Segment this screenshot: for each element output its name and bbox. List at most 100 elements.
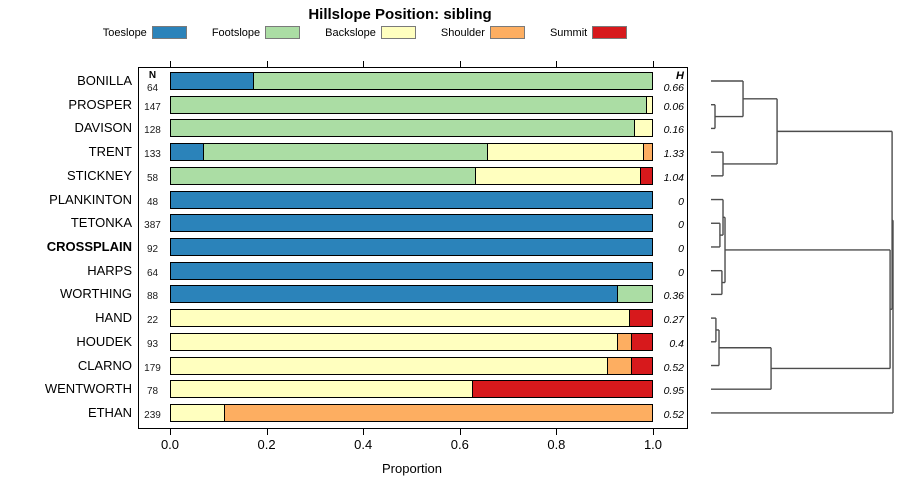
stacked-bar — [170, 380, 653, 399]
n-value: 88 — [146, 291, 159, 303]
axis-tick-label: 0.0 — [160, 437, 180, 452]
legend-item-toeslope: Toeslope — [103, 26, 187, 39]
chart-title: Hillslope Position: sibling — [308, 6, 492, 23]
row-label: ETHAN — [87, 404, 132, 420]
row-label: TETONKA — [70, 215, 132, 231]
n-value: 64 — [146, 83, 159, 94]
n-value: 128 — [144, 125, 161, 137]
stacked-bar — [170, 214, 653, 233]
axis-tick-label: 0.6 — [450, 437, 469, 452]
legend-label: Footslope — [211, 26, 261, 39]
n-value: 179 — [144, 362, 161, 374]
bar-segment-summit — [472, 381, 652, 398]
n-value: 22 — [146, 315, 159, 327]
bar-segment-summit — [630, 333, 652, 350]
bar-segment-footslope — [171, 167, 476, 184]
bar-segment-footslope — [171, 96, 647, 113]
h-value: 0.36 — [663, 290, 684, 303]
legend-swatch-summit — [592, 26, 628, 39]
stacked-bar — [170, 332, 653, 351]
h-value: 0.4 — [669, 337, 684, 350]
legend-item-shoulder: Shoulder — [441, 26, 525, 39]
legend-item-summit: Summit — [549, 26, 628, 39]
stacked-bar — [170, 309, 653, 328]
bar-segment-backslope — [171, 404, 224, 421]
axis-tick-label: 0.8 — [547, 437, 566, 452]
h-value: 1.33 — [663, 148, 684, 161]
axis-tick-top — [653, 61, 654, 67]
stacked-bar — [170, 119, 653, 138]
legend-label: Backslope — [325, 26, 376, 39]
axis-tick-label: 0.4 — [354, 437, 373, 452]
n-value: 64 — [146, 267, 159, 279]
bar-segment-toeslope — [171, 286, 618, 303]
legend-swatch-shoulder — [489, 26, 525, 39]
h-value: 0.06 — [663, 100, 684, 113]
row-label: PROSPER — [68, 96, 132, 112]
stacked-bar — [170, 95, 653, 114]
legend-swatch-footslope — [265, 26, 301, 39]
bar-segment-toeslope — [171, 215, 652, 232]
bar-segment-backslope — [646, 96, 652, 113]
h-value: 0.52 — [663, 408, 684, 421]
row-label: CLARNO — [77, 357, 132, 373]
h-column-header: H — [676, 70, 684, 82]
row-label: DAVISON — [74, 120, 132, 136]
stacked-bar — [170, 143, 653, 162]
h-value: 0 — [678, 242, 684, 255]
legend-swatch-toeslope — [151, 26, 187, 39]
bar-segment-summit — [630, 357, 652, 374]
row-label: HAND — [95, 310, 132, 326]
bar-segment-toeslope — [171, 144, 203, 161]
row-label: WENTWORTH — [44, 381, 132, 397]
legend-swatch-backslope — [380, 26, 416, 39]
stacked-bar — [170, 261, 653, 280]
bar-segment-summit — [639, 167, 652, 184]
row-label: PLANKINTON — [49, 191, 132, 207]
legend-item-backslope: Backslope — [325, 26, 416, 39]
n-column-header: N — [148, 70, 157, 81]
bar-segment-toeslope — [171, 73, 253, 89]
axis-tick-top — [266, 61, 268, 67]
bar-segment-backslope — [634, 120, 652, 137]
bar-segment-footslope — [202, 144, 488, 161]
bar-segment-backslope — [475, 167, 640, 184]
bar-segment-backslope — [171, 310, 629, 327]
bar-segment-footslope — [252, 73, 652, 89]
axis-tick-label: 1.0 — [643, 437, 663, 452]
bar-segment-toeslope — [171, 262, 652, 279]
bar-segment-summit — [628, 310, 652, 327]
h-value: 0.52 — [663, 361, 684, 374]
row-label: HARPS — [87, 262, 132, 278]
axis-tick-bottom — [556, 429, 558, 435]
bar-segment-shoulder — [617, 333, 631, 350]
bar-segment-toeslope — [171, 191, 652, 208]
legend-label: Toeslope — [102, 26, 147, 39]
n-value: 93 — [146, 338, 159, 350]
row-label: BONILLA — [77, 73, 132, 88]
bar-segment-backslope — [487, 144, 644, 161]
row-label: TRENT — [88, 144, 132, 160]
dendrogram — [711, 80, 894, 414]
bar-segment-shoulder — [643, 144, 652, 161]
legend-label: Summit — [549, 26, 588, 39]
n-value: 78 — [146, 386, 159, 398]
axis-tick-bottom — [653, 429, 654, 435]
h-value: 1.04 — [663, 171, 684, 184]
n-value: 58 — [146, 172, 159, 184]
h-value: 0.27 — [663, 314, 684, 327]
stacked-bar — [170, 403, 653, 422]
stacked-bar — [170, 190, 653, 209]
axis-tick-top — [459, 61, 461, 67]
h-value: 0.16 — [663, 124, 684, 137]
bar-segment-shoulder — [606, 357, 631, 374]
n-value: 147 — [144, 101, 161, 113]
axis-tick-top — [556, 61, 558, 67]
legend: Toeslope Footslope Backslope Shoulder Summit — [60, 26, 670, 39]
axis-tick-bottom — [459, 429, 461, 435]
n-value: 239 — [144, 409, 161, 421]
plot-area-border — [138, 67, 688, 429]
row-label: STICKNEY — [66, 167, 132, 183]
legend-item-footslope: Footslope — [211, 26, 301, 39]
